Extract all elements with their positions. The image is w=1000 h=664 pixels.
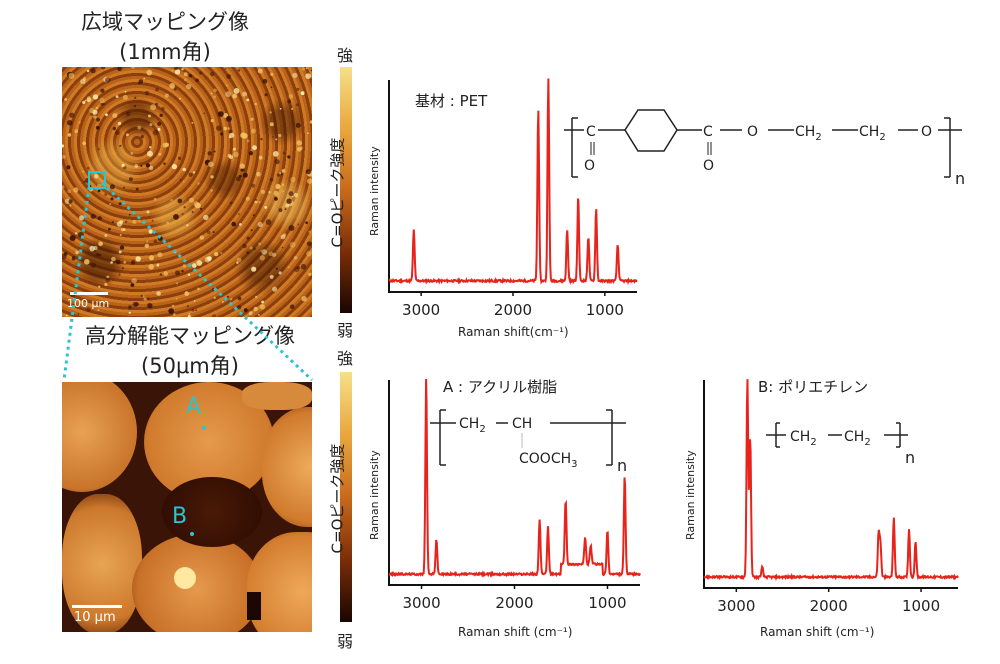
acrylic-n: n xyxy=(617,456,627,475)
pe-xlabel: Raman shift (cm⁻¹) xyxy=(760,625,874,639)
chart-axes xyxy=(703,380,958,589)
pet-c2: C xyxy=(703,124,713,140)
zoom-connector-left xyxy=(62,186,91,381)
x-tick-label: 2000 xyxy=(495,594,533,612)
pet-spectrum-chart: 基材 : PET Raman intensity Raman shift(cm⁻… xyxy=(368,78,965,339)
pe-chart-title: B: ポリエチレン xyxy=(758,378,868,396)
pet-o1: O xyxy=(584,158,595,174)
x-tick-label: 1000 xyxy=(588,594,626,612)
wide-colorbar xyxy=(340,67,352,313)
wide-colorbar-low-label: 弱 xyxy=(337,321,354,340)
pe-ch2b: CH2 xyxy=(844,429,871,448)
pet-ylabel: Raman intensity xyxy=(368,146,381,236)
pet-ch2b: CH2 xyxy=(859,124,886,143)
point-a-label: A xyxy=(186,394,202,419)
x-tick-label: 2000 xyxy=(810,597,848,615)
acrylic-xlabel: Raman shift (cm⁻¹) xyxy=(458,625,572,639)
acrylic-ch2: CH2 xyxy=(459,416,486,435)
wide-colorbar-high-label: 強 xyxy=(337,46,354,65)
pet-o2: O xyxy=(703,158,714,174)
acrylic-chart-title: A : アクリル樹脂 xyxy=(443,378,557,396)
pet-xlabel: Raman shift(cm⁻¹) xyxy=(458,325,569,339)
wide-map-texture xyxy=(62,67,312,317)
spectrum-line xyxy=(388,378,641,578)
pet-chart-title: 基材 : PET xyxy=(415,92,488,110)
pe-n: n xyxy=(905,448,915,467)
wide-map-scale-bar xyxy=(70,292,108,295)
wide-map-title: 広域マッピング像 (1mm角) xyxy=(40,6,290,66)
spectrum-line xyxy=(703,379,959,582)
high-res-colorbar-low-label: 弱 xyxy=(337,632,354,651)
wide-map-title-line2: (1mm角) xyxy=(119,40,211,64)
point-a-dot xyxy=(202,426,206,430)
pe-structure: CH2 CH2 n xyxy=(766,422,915,467)
acrylic-ylabel: Raman intensity xyxy=(368,450,381,540)
acrylic-ch: CH xyxy=(512,416,532,432)
acrylic-spectrum-chart: A : アクリル樹脂 Raman intensity Raman shift (… xyxy=(368,378,641,639)
x-tick-label: 1000 xyxy=(902,597,940,615)
pet-n: n xyxy=(955,169,965,188)
wide-area-map-image: 100 μm xyxy=(62,67,312,317)
chart-axes xyxy=(388,80,637,293)
high-res-scale-bar xyxy=(72,605,122,608)
acrylic-structure: CH2 CH COOCH3 n xyxy=(430,409,627,475)
spectrum-line xyxy=(388,78,638,286)
high-res-map-title: 高分解能マッピング像 (50μm角) xyxy=(40,320,340,380)
pet-o3: O xyxy=(747,124,758,140)
high-res-map-image: A B 10 μm xyxy=(62,382,312,632)
high-res-map-title-line1: 高分解能マッピング像 xyxy=(85,324,295,348)
pe-ch2a: CH2 xyxy=(790,429,817,448)
x-tick-label: 3000 xyxy=(717,597,755,615)
acrylic-cooch3: COOCH3 xyxy=(519,451,578,470)
point-b-dot xyxy=(190,532,194,536)
pet-c1: C xyxy=(586,124,596,140)
high-res-colorbar-high-label: 強 xyxy=(337,349,354,368)
chart-axes xyxy=(388,380,640,586)
polyethylene-spectrum-chart: B: ポリエチレン Raman intensity Raman shift (c… xyxy=(684,378,959,639)
high-res-scale-label: 10 μm xyxy=(74,610,116,625)
zoom-region-marker xyxy=(88,171,106,189)
high-res-colorbar xyxy=(340,372,352,622)
x-tick-label: 3000 xyxy=(402,594,440,612)
wide-map-scale-label: 100 μm xyxy=(67,297,110,310)
x-tick-label: 3000 xyxy=(402,301,440,319)
x-tick-label: 2000 xyxy=(494,301,532,319)
high-res-map-title-line2: (50μm角) xyxy=(141,354,239,378)
pe-ylabel: Raman intensity xyxy=(684,450,697,540)
pet-structure: C O C O O CH2 CH2 O n xyxy=(564,109,965,188)
wide-map-title-line1: 広域マッピング像 xyxy=(81,10,249,34)
point-b-label: B xyxy=(172,504,188,529)
pet-o4: O xyxy=(921,124,932,140)
zoom-connector-right xyxy=(100,181,314,382)
pet-ch2a: CH2 xyxy=(795,124,822,143)
x-tick-label: 1000 xyxy=(586,301,624,319)
